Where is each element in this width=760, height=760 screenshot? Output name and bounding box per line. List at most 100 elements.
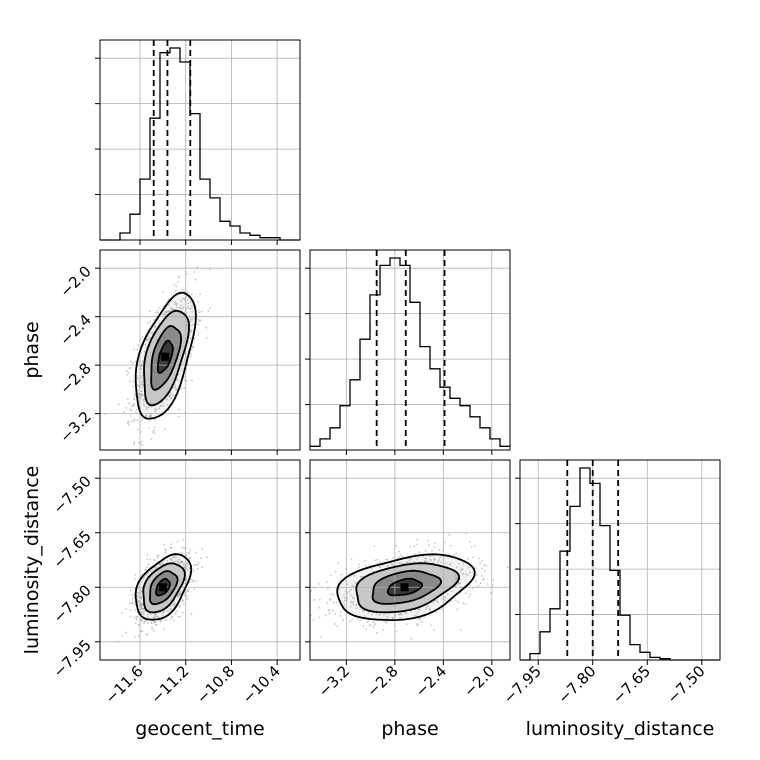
scatter-point-phase_vs_geocent_time	[136, 419, 139, 422]
scatter-point-luminosity_distance_vs_geocent_time	[164, 551, 167, 554]
scatter-point-luminosity_distance_vs_phase	[350, 594, 353, 597]
scatter-point-phase_vs_geocent_time	[182, 297, 184, 300]
scatter-point-phase_vs_geocent_time	[179, 306, 181, 309]
scatter-point-luminosity_distance_vs_phase	[451, 590, 453, 593]
scatter-point-luminosity_distance_vs_phase	[366, 621, 369, 623]
scatter-point-luminosity_distance_vs_phase	[330, 593, 332, 596]
scatter-point-luminosity_distance_vs_geocent_time	[182, 611, 184, 614]
contour-luminosity_distance_vs_phase-1	[355, 562, 461, 614]
scatter-point-luminosity_distance_vs_geocent_time	[140, 597, 142, 600]
scatter-point-luminosity_distance_vs_phase	[426, 605, 429, 607]
scatter-point-luminosity_distance_vs_phase	[379, 561, 381, 564]
scatter-point-phase_vs_geocent_time	[162, 314, 165, 316]
scatter-point-luminosity_distance_vs_phase	[465, 573, 467, 575]
scatter-point-phase_vs_geocent_time	[185, 273, 188, 275]
scatter-point-luminosity_distance_vs_phase	[391, 616, 394, 619]
scatter-point-luminosity_distance_vs_geocent_time	[121, 635, 124, 637]
scatter-point-luminosity_distance_vs_phase	[433, 546, 436, 549]
scatter-point-luminosity_distance_vs_geocent_time	[193, 580, 196, 583]
scatter-point-luminosity_distance_vs_phase	[339, 615, 342, 617]
scatter-point-phase_vs_geocent_time	[170, 396, 172, 399]
scatter-point-phase_vs_geocent_time	[180, 387, 183, 390]
scatter-point-phase_vs_geocent_time	[127, 420, 130, 423]
scatter-point-luminosity_distance_vs_geocent_time	[197, 562, 200, 565]
scatter-point-phase_vs_geocent_time	[168, 395, 171, 398]
scatter-point-phase_vs_geocent_time	[173, 386, 176, 389]
scatter-point-luminosity_distance_vs_geocent_time	[178, 558, 180, 561]
scatter-point-luminosity_distance_vs_phase	[386, 621, 388, 624]
scatter-point-phase_vs_geocent_time	[177, 415, 180, 418]
scatter-point-luminosity_distance_vs_phase	[465, 592, 467, 594]
scatter-point-luminosity_distance_vs_phase	[391, 564, 394, 566]
scatter-point-luminosity_distance_vs_phase	[417, 610, 420, 613]
ytick-label-luminosity_distance-2: −7.65	[50, 527, 95, 572]
scatter-point-phase_vs_geocent_time	[133, 442, 136, 445]
scatter-point-phase_vs_geocent_time	[141, 379, 144, 382]
scatter-point-luminosity_distance_vs_geocent_time	[177, 593, 180, 596]
scatter-point-luminosity_distance_vs_geocent_time	[125, 608, 128, 610]
scatter-point-luminosity_distance_vs_phase	[459, 629, 462, 632]
scatter-point-phase_vs_geocent_time	[130, 409, 133, 412]
scatter-point-luminosity_distance_vs_phase	[334, 571, 337, 573]
scatter-point-luminosity_distance_vs_geocent_time	[190, 613, 193, 615]
scatter-point-luminosity_distance_vs_geocent_time	[156, 623, 158, 626]
scatter-point-luminosity_distance_vs_geocent_time	[170, 618, 172, 620]
scatter-point-luminosity_distance_vs_phase	[375, 631, 378, 634]
scatter-point-phase_vs_geocent_time	[165, 310, 168, 313]
scatter-point-phase_vs_geocent_time	[117, 403, 120, 406]
scatter-point-luminosity_distance_vs_phase	[422, 555, 424, 558]
scatter-point-luminosity_distance_vs_geocent_time	[163, 609, 166, 612]
scatter-point-phase_vs_geocent_time	[138, 441, 140, 444]
scatter-point-luminosity_distance_vs_phase	[446, 593, 449, 596]
scatter-point-luminosity_distance_vs_phase	[424, 560, 427, 563]
scatter-point-phase_vs_geocent_time	[190, 348, 193, 351]
scatter-point-phase_vs_geocent_time	[208, 307, 211, 310]
contour-luminosity_distance_vs_geocent_time-3	[155, 577, 171, 597]
scatter-point-phase_vs_geocent_time	[197, 318, 200, 321]
scatter-point-phase_vs_geocent_time	[155, 311, 158, 314]
scatter-point-luminosity_distance_vs_phase	[408, 559, 411, 561]
scatter-point-luminosity_distance_vs_phase	[418, 617, 420, 620]
scatter-point-luminosity_distance_vs_phase	[483, 563, 486, 566]
scatter-point-luminosity_distance_vs_phase	[424, 550, 427, 552]
scatter-point-phase_vs_geocent_time	[140, 393, 142, 396]
scatter-point-phase_vs_geocent_time	[167, 303, 170, 306]
scatter-point-phase_vs_geocent_time	[182, 361, 185, 364]
scatter-point-luminosity_distance_vs_geocent_time	[136, 616, 139, 619]
scatter-point-phase_vs_geocent_time	[133, 420, 136, 422]
scatter-point-luminosity_distance_vs_phase	[444, 562, 447, 565]
scatter-point-luminosity_distance_vs_phase	[328, 612, 331, 615]
scatter-point-luminosity_distance_vs_geocent_time	[155, 615, 158, 618]
scatter-point-phase_vs_geocent_time	[180, 304, 183, 307]
contour-luminosity_distance_vs_phase-2	[371, 569, 442, 605]
scatter-point-phase_vs_geocent_time	[166, 398, 169, 400]
scatter-point-luminosity_distance_vs_phase	[329, 599, 332, 601]
scatter-point-luminosity_distance_vs_geocent_time	[125, 631, 127, 634]
scatter-point-luminosity_distance_vs_phase	[352, 601, 355, 604]
scatter-point-luminosity_distance_vs_phase	[395, 544, 398, 547]
scatter-point-luminosity_distance_vs_phase	[332, 601, 335, 604]
scatter-point-luminosity_distance_vs_geocent_time	[157, 616, 160, 619]
scatter-point-phase_vs_geocent_time	[140, 367, 142, 370]
ytick-label-phase-2: −2.4	[56, 311, 94, 349]
ytick-label-luminosity_distance-3: −7.50	[50, 472, 95, 517]
scatter-point-luminosity_distance_vs_geocent_time	[177, 615, 180, 618]
scatter-point-luminosity_distance_vs_geocent_time	[181, 546, 184, 549]
scatter-point-phase_vs_geocent_time	[126, 370, 128, 373]
scatter-point-luminosity_distance_vs_phase	[418, 556, 421, 558]
scatter-point-luminosity_distance_vs_phase	[364, 615, 366, 617]
scatter-point-phase_vs_geocent_time	[145, 408, 148, 411]
scatter-point-luminosity_distance_vs_phase	[399, 617, 401, 619]
scatter-point-luminosity_distance_vs_phase	[433, 558, 436, 561]
scatter-point-phase_vs_geocent_time	[133, 397, 136, 400]
ytick-label-phase-3: −2.0	[56, 262, 94, 300]
ytick-label-phase-1: −2.8	[56, 359, 94, 397]
scatter-point-luminosity_distance_vs_geocent_time	[134, 574, 137, 576]
scatter-point-luminosity_distance_vs_geocent_time	[149, 558, 152, 561]
scatter-point-luminosity_distance_vs_phase	[362, 609, 364, 612]
scatter-point-luminosity_distance_vs_phase	[506, 566, 509, 569]
scatter-point-luminosity_distance_vs_geocent_time	[151, 628, 154, 630]
scatter-point-luminosity_distance_vs_phase	[398, 550, 400, 553]
xtick-label-luminosity_distance-3: −7.50	[663, 662, 708, 707]
scatter-point-luminosity_distance_vs_phase	[344, 599, 346, 602]
